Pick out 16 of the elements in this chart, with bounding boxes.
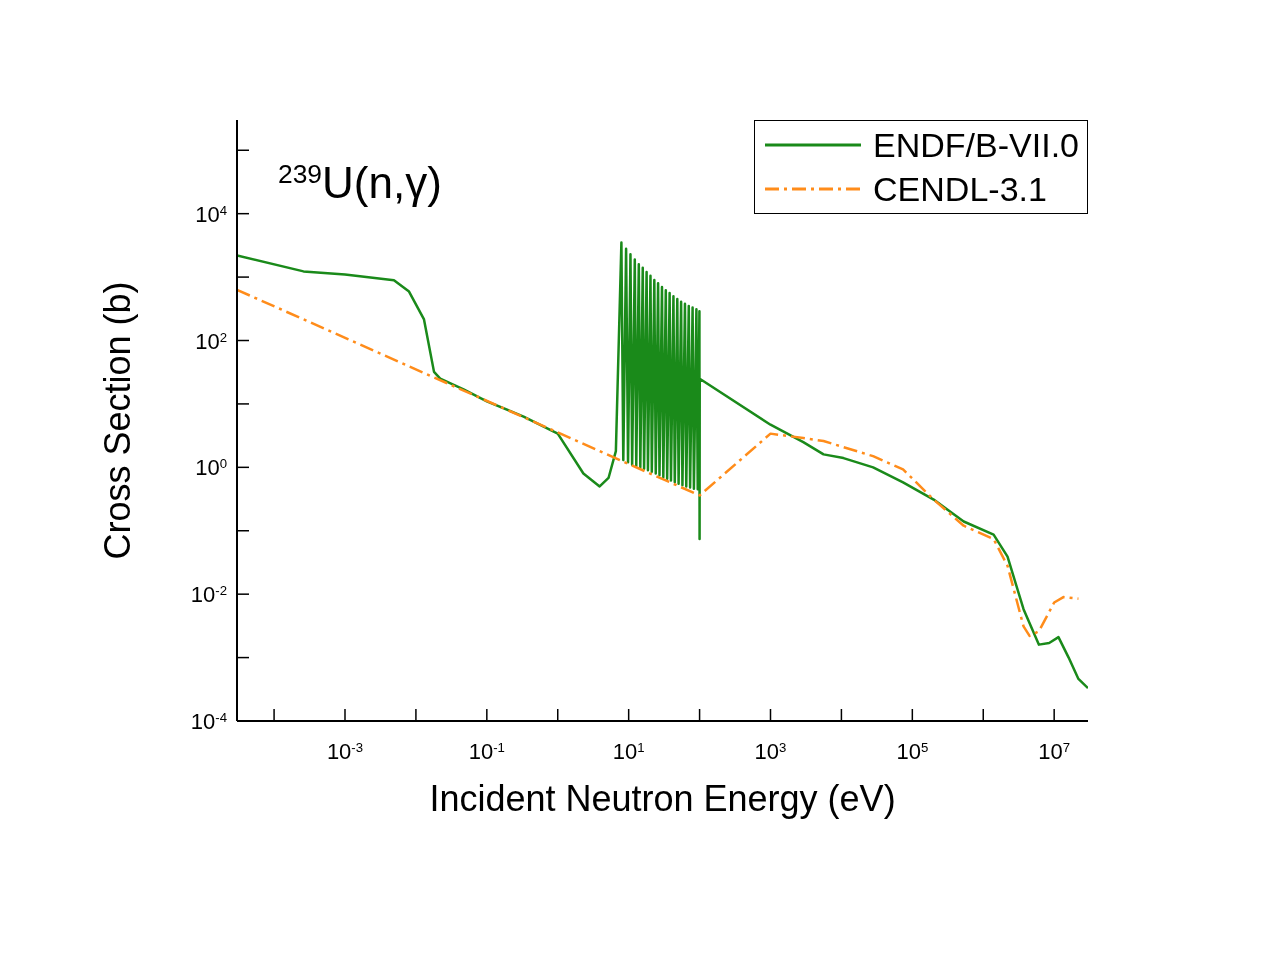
x-axis-title: Incident Neutron Energy (eV) [429, 778, 896, 819]
x-tick-label: 10$^{3}$ [754, 739, 787, 764]
x-tick-label: 10$^{-3}$ [326, 739, 364, 764]
x-tick-label: 10$^{7}$ [1038, 739, 1071, 764]
y-tick-label: 10$^{0}$ [195, 455, 227, 481]
y-tick-label: 10$^{2}$ [195, 328, 227, 354]
x-tick-label: 10$^{1}$ [612, 739, 645, 764]
legend-label: CENDL-3.1 [873, 169, 1047, 210]
x-tick-label: 10$^{5}$ [896, 739, 929, 764]
y-axis-title: Cross Section (b) [96, 281, 138, 560]
y-tick-label: 10$^{-2}$ [190, 582, 227, 608]
y-tick-label: 10$^{-4}$ [190, 709, 227, 734]
legend-label: ENDF/B-VII.0 [873, 125, 1079, 166]
x-tick-label: 10$^{-1}$ [468, 739, 505, 764]
annotation: $^{239}$U(n,γ) [278, 158, 442, 207]
y-tick-label: 10$^{4}$ [195, 201, 227, 227]
